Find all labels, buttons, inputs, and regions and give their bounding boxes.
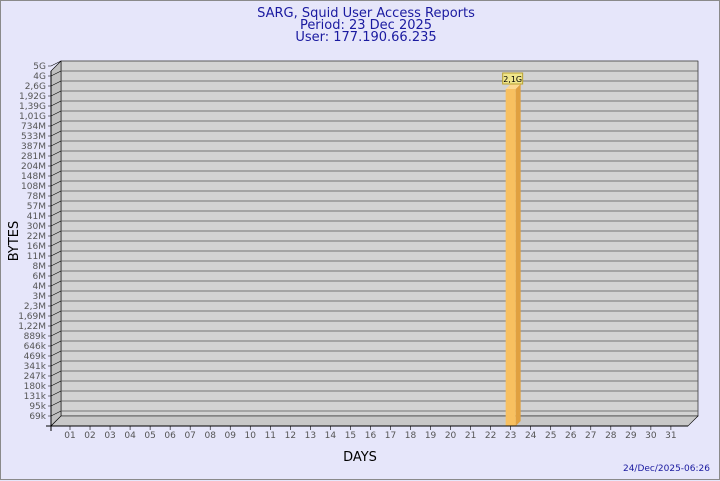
chart-subtitle-period: Period: 23 Dec 2025 <box>300 18 432 33</box>
y-tick-label: 734M <box>21 122 46 132</box>
y-axis-label: BYTES <box>7 221 22 262</box>
y-tick-label: 57M <box>27 202 46 212</box>
y-tick-label: 533M <box>21 132 46 142</box>
x-tick-label: 18 <box>405 431 417 441</box>
x-tick-label: 05 <box>144 431 155 441</box>
x-tick-label: 27 <box>585 431 596 441</box>
x-tick-label: 15 <box>345 431 356 441</box>
data-label: 2,1G <box>503 75 522 84</box>
x-tick-label: 29 <box>625 431 637 441</box>
y-tick-label: 1,69M <box>18 312 46 322</box>
x-tick-label: 31 <box>665 431 676 441</box>
x-tick-label: 20 <box>445 431 457 441</box>
y-tick-label: 1,22M <box>18 322 46 332</box>
bar-top <box>505 84 521 90</box>
y-tick-label: 341k <box>24 362 47 372</box>
y-tick-label: 646k <box>24 342 47 352</box>
x-tick-label: 22 <box>485 431 496 441</box>
x-tick-label: 02 <box>84 431 95 441</box>
y-tick-label: 2,3M <box>24 302 46 312</box>
y-tick-label: 41M <box>27 212 46 222</box>
x-tick-label: 30 <box>645 431 657 441</box>
y-tick-label: 78M <box>27 192 46 202</box>
x-tick-label: 24 <box>525 431 537 441</box>
x-tick-label: 12 <box>285 431 296 441</box>
y-tick-label: 16M <box>27 242 46 252</box>
x-tick-label: 28 <box>605 431 617 441</box>
x-tick-label: 01 <box>64 431 75 441</box>
y-tick-label: 1,39G <box>19 102 46 112</box>
bar-day-23 <box>505 89 516 427</box>
x-tick-label: 16 <box>365 431 377 441</box>
y-tick-label: 148M <box>21 172 46 182</box>
x-tick-label: 26 <box>565 431 577 441</box>
x-tick-label: 09 <box>225 431 237 441</box>
y-tick-label: 131k <box>24 392 47 402</box>
y-tick-label: 95k <box>29 402 46 412</box>
plot-back-panel <box>60 60 699 417</box>
y-tick-label: 281M <box>21 152 46 162</box>
x-tick-label: 08 <box>204 431 216 441</box>
y-tick-label: 30M <box>27 222 46 232</box>
y-tick-label: 11M <box>27 252 46 262</box>
y-tick-label: 4M <box>33 282 47 292</box>
y-tick-label: 22M <box>27 232 46 242</box>
x-tick-label: 11 <box>265 431 276 441</box>
x-tick-label: 04 <box>124 431 136 441</box>
y-tick-label: 247k <box>24 372 47 382</box>
x-tick-label: 19 <box>425 431 437 441</box>
y-tick <box>48 60 62 67</box>
y-tick-label: 5G <box>33 62 46 72</box>
x-tick-label: 13 <box>305 431 316 441</box>
x-tick-label: 03 <box>104 431 115 441</box>
y-tick-label: 889k <box>24 332 47 342</box>
y-tick-label: 4G <box>33 72 46 82</box>
chart-title: SARG, Squid User Access Reports <box>257 6 475 21</box>
x-tick-label: 23 <box>505 431 516 441</box>
x-tick-label: 10 <box>245 431 257 441</box>
x-tick-label: 14 <box>325 431 337 441</box>
chart-subtitle-user: User: 177.190.66.235 <box>295 30 436 45</box>
y-tick-label: 69k <box>29 412 46 422</box>
y-tick-label: 1,92G <box>19 92 46 102</box>
y-tick-label: 2,6G <box>25 82 46 92</box>
plot-floor <box>50 415 699 427</box>
x-tick-label: 25 <box>545 431 556 441</box>
generated-timestamp: 24/Dec/2025-06:26 <box>623 464 710 474</box>
x-tick-label: 07 <box>184 431 195 441</box>
x-tick-label: 21 <box>465 431 476 441</box>
y-tick-label: 469k <box>24 352 47 362</box>
y-tick-label: 387M <box>21 142 46 152</box>
y-tick-label: 1,01G <box>19 112 46 122</box>
y-tick-label: 180k <box>24 382 47 392</box>
y-tick-label: 3M <box>33 292 47 302</box>
data-label-box <box>502 72 524 85</box>
x-tick-label: 17 <box>385 431 396 441</box>
y-tick-label: 8M <box>33 262 47 272</box>
y-tick-label: 204M <box>21 162 46 172</box>
y-tick-label: 6M <box>33 272 47 282</box>
bar-side <box>515 84 521 427</box>
y-tick-label: 108M <box>21 182 46 192</box>
x-tick-label: 06 <box>164 431 176 441</box>
x-axis-label: DAYS <box>343 450 377 465</box>
